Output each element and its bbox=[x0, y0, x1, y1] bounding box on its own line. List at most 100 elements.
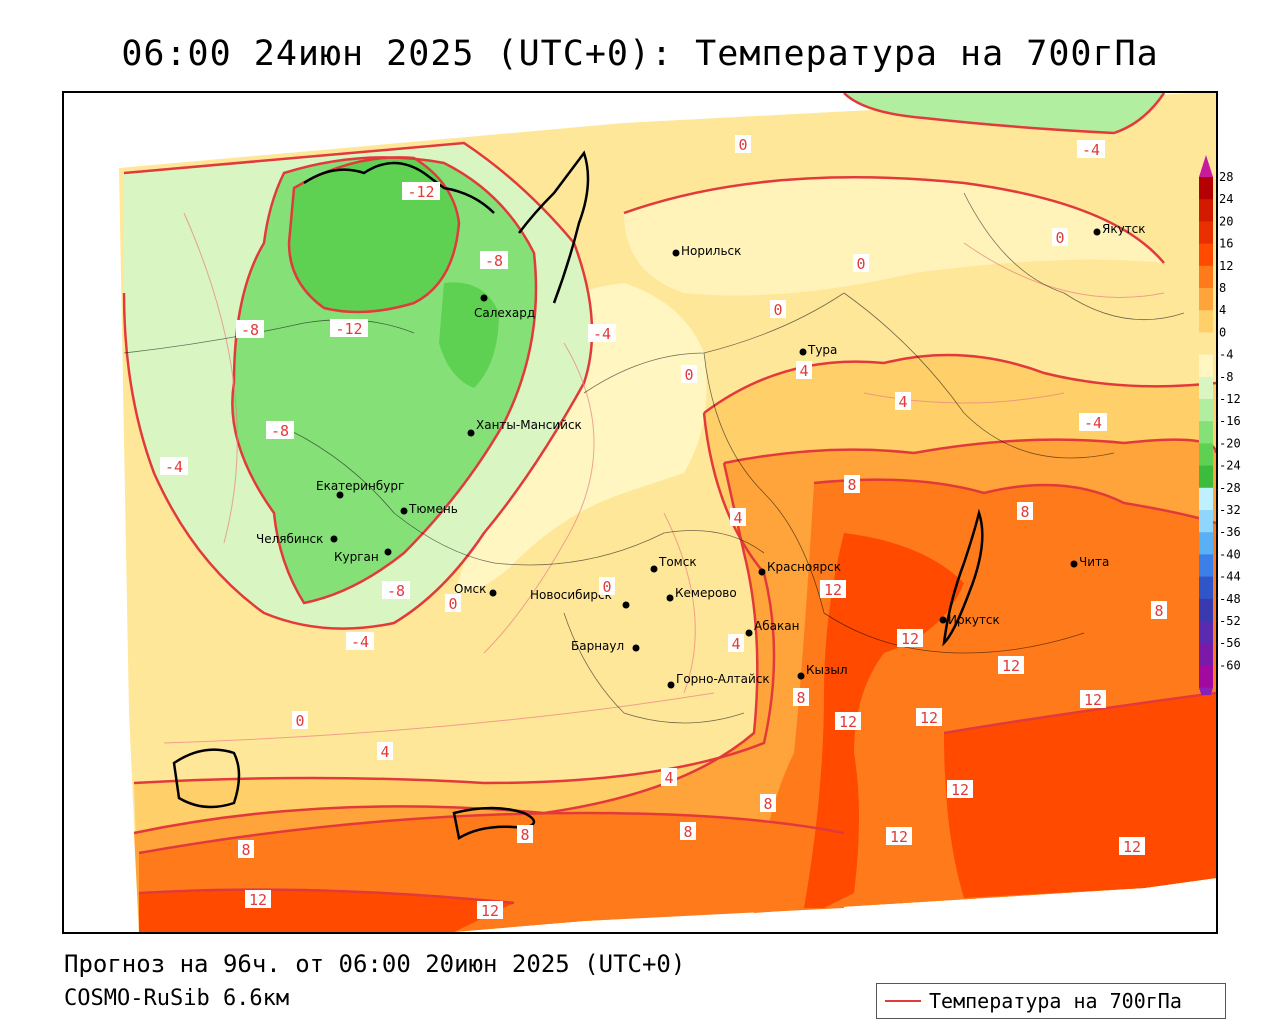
svg-text:-4: -4 bbox=[1084, 414, 1102, 432]
svg-text:4: 4 bbox=[380, 743, 389, 761]
svg-text:-8: -8 bbox=[271, 422, 289, 440]
isotherm-label: -8 bbox=[382, 581, 410, 600]
colorbar-swatch bbox=[1199, 243, 1213, 267]
city-omsk[interactable]: Омск bbox=[454, 582, 497, 597]
legend-line-swatch bbox=[885, 1000, 921, 1002]
city-norilsk[interactable]: Норильск bbox=[672, 244, 742, 258]
svg-text:Норильск: Норильск bbox=[681, 244, 741, 258]
city-yekaterinburg[interactable]: Екатеринбург bbox=[316, 479, 404, 499]
city-gorno-altaysk[interactable]: Горно-Алтайск bbox=[667, 672, 770, 689]
colorbar-swatch bbox=[1199, 265, 1213, 289]
svg-text:12: 12 bbox=[890, 828, 908, 846]
svg-text:-12: -12 bbox=[407, 183, 434, 201]
colorbar-bottom-arrow bbox=[1199, 687, 1213, 710]
svg-text:12: 12 bbox=[824, 581, 842, 599]
thin-isotherms bbox=[163, 212, 1165, 744]
colorbar-swatch bbox=[1199, 443, 1213, 467]
colorbar-tick-label: -36 bbox=[1219, 525, 1241, 539]
isotherm-label: 8 bbox=[793, 688, 809, 707]
colorbar-tick-label: 20 bbox=[1219, 214, 1233, 228]
city-chita[interactable]: Чита bbox=[1070, 555, 1110, 569]
city-yakutsk[interactable]: Якутск bbox=[1093, 222, 1146, 236]
svg-text:Екатеринбург: Екатеринбург bbox=[316, 479, 404, 493]
svg-text:Ханты-Мансийск: Ханты-Мансийск bbox=[476, 418, 582, 432]
city-chelyabinsk[interactable]: Челябинск bbox=[256, 532, 338, 546]
city-khanty-mansiysk[interactable]: Ханты-Мансийск bbox=[467, 418, 582, 437]
colorbar-swatch bbox=[1199, 576, 1213, 600]
svg-text:Иркутск: Иркутск bbox=[948, 613, 1000, 627]
isotherm-label: -4 bbox=[160, 457, 188, 476]
city-tomsk[interactable]: Томск bbox=[650, 555, 697, 573]
colorbar-swatch bbox=[1199, 421, 1213, 444]
colorbar-tick-label: -24 bbox=[1219, 459, 1241, 473]
colorbar-swatch bbox=[1199, 288, 1213, 311]
colorbar-swatch bbox=[1199, 621, 1213, 644]
svg-text:0: 0 bbox=[684, 366, 693, 384]
colorbar-tick-label: 24 bbox=[1219, 192, 1233, 206]
city-novosibirsk[interactable]: Новосибирск bbox=[530, 588, 630, 609]
colorbar-tick-label: -48 bbox=[1219, 592, 1241, 606]
colorbar-tick-label: -8 bbox=[1219, 370, 1233, 384]
city-salekhard[interactable]: Салехард bbox=[474, 294, 535, 321]
isotherm-label: 4 bbox=[661, 768, 677, 787]
svg-text:0: 0 bbox=[448, 595, 457, 613]
colorbar-swatch bbox=[1199, 221, 1213, 245]
city-tura[interactable]: Тура bbox=[799, 343, 838, 357]
svg-text:Чита: Чита bbox=[1079, 555, 1109, 569]
isotherm-label: 12 bbox=[886, 827, 912, 846]
city-abakan[interactable]: Абакан bbox=[745, 619, 800, 637]
forecast-info: Прогноз на 96ч. от 06:00 20июн 2025 (UTC… bbox=[64, 950, 686, 978]
isotherm-label: 12 bbox=[998, 656, 1024, 675]
colorbar-tick-label: 16 bbox=[1219, 237, 1233, 251]
city-kurgan[interactable]: Курган bbox=[334, 548, 392, 565]
svg-text:-4: -4 bbox=[165, 458, 183, 476]
svg-text:12: 12 bbox=[249, 891, 267, 909]
isotherm-label: 12 bbox=[897, 629, 923, 648]
isotherm-label: 0 bbox=[1052, 228, 1068, 247]
zone-ne-green bbox=[844, 93, 1164, 133]
svg-text:0: 0 bbox=[295, 712, 304, 730]
colorbar-tick-label: -32 bbox=[1219, 503, 1241, 517]
isotherm-label: 8 bbox=[680, 822, 696, 841]
svg-text:12: 12 bbox=[1002, 657, 1020, 675]
city-barnaul[interactable]: Барнаул bbox=[571, 639, 640, 653]
svg-text:12: 12 bbox=[1123, 838, 1141, 856]
isotherm-label: 12 bbox=[1119, 837, 1145, 856]
colorbar-tick-label: -12 bbox=[1219, 392, 1241, 406]
isotherm-label: -8 bbox=[480, 251, 508, 270]
colorbar-swatch bbox=[1199, 177, 1213, 200]
city-krasnoyarsk[interactable]: Красноярск bbox=[758, 560, 841, 576]
svg-text:Курган: Курган bbox=[334, 550, 379, 564]
city-tyumen[interactable]: Тюмень bbox=[400, 502, 458, 516]
colorbar-tick-label: 8 bbox=[1219, 281, 1226, 295]
colorbar-tick-label: -4 bbox=[1219, 348, 1233, 362]
isotherm-label: 0 bbox=[599, 577, 615, 596]
zone-red bbox=[804, 533, 964, 908]
svg-text:4: 4 bbox=[898, 393, 907, 411]
colorbar-tick-label: -40 bbox=[1219, 547, 1241, 561]
isotherm-label: 12 bbox=[947, 780, 973, 799]
svg-text:0: 0 bbox=[856, 255, 865, 273]
colorbar-swatch bbox=[1199, 354, 1213, 378]
colorbar-swatch bbox=[1199, 399, 1213, 422]
svg-text:Тюмень: Тюмень bbox=[408, 502, 458, 516]
city-kyzyl[interactable]: Кызыл bbox=[797, 663, 848, 680]
city-kemerovo[interactable]: Кемерово bbox=[666, 586, 737, 602]
colorbar-tick-label: -56 bbox=[1219, 636, 1241, 650]
svg-text:Кемерово: Кемерово bbox=[675, 586, 737, 600]
isotherm-label: 12 bbox=[820, 580, 846, 599]
svg-text:-4: -4 bbox=[1082, 141, 1100, 159]
svg-text:8: 8 bbox=[847, 476, 856, 494]
temperature-map[interactable]: Якутск Норильск Салехард Тура Ханты-Манс… bbox=[62, 91, 1218, 934]
colorbar-tick-label: -28 bbox=[1219, 481, 1241, 495]
isotherm-label: 8 bbox=[517, 825, 533, 844]
isotherm-label: 8 bbox=[1151, 601, 1167, 620]
isotherm-label: -8 bbox=[236, 320, 264, 339]
city-irkutsk[interactable]: Иркутск bbox=[939, 613, 1000, 627]
colorbar-tick-label: 0 bbox=[1219, 325, 1226, 339]
svg-text:8: 8 bbox=[683, 823, 692, 841]
svg-text:-12: -12 bbox=[335, 320, 362, 338]
map-canvas: Якутск Норильск Салехард Тура Ханты-Манс… bbox=[64, 93, 1216, 932]
svg-text:Барнаул: Барнаул bbox=[571, 639, 624, 653]
isotherm-label: -4 bbox=[1077, 140, 1105, 159]
